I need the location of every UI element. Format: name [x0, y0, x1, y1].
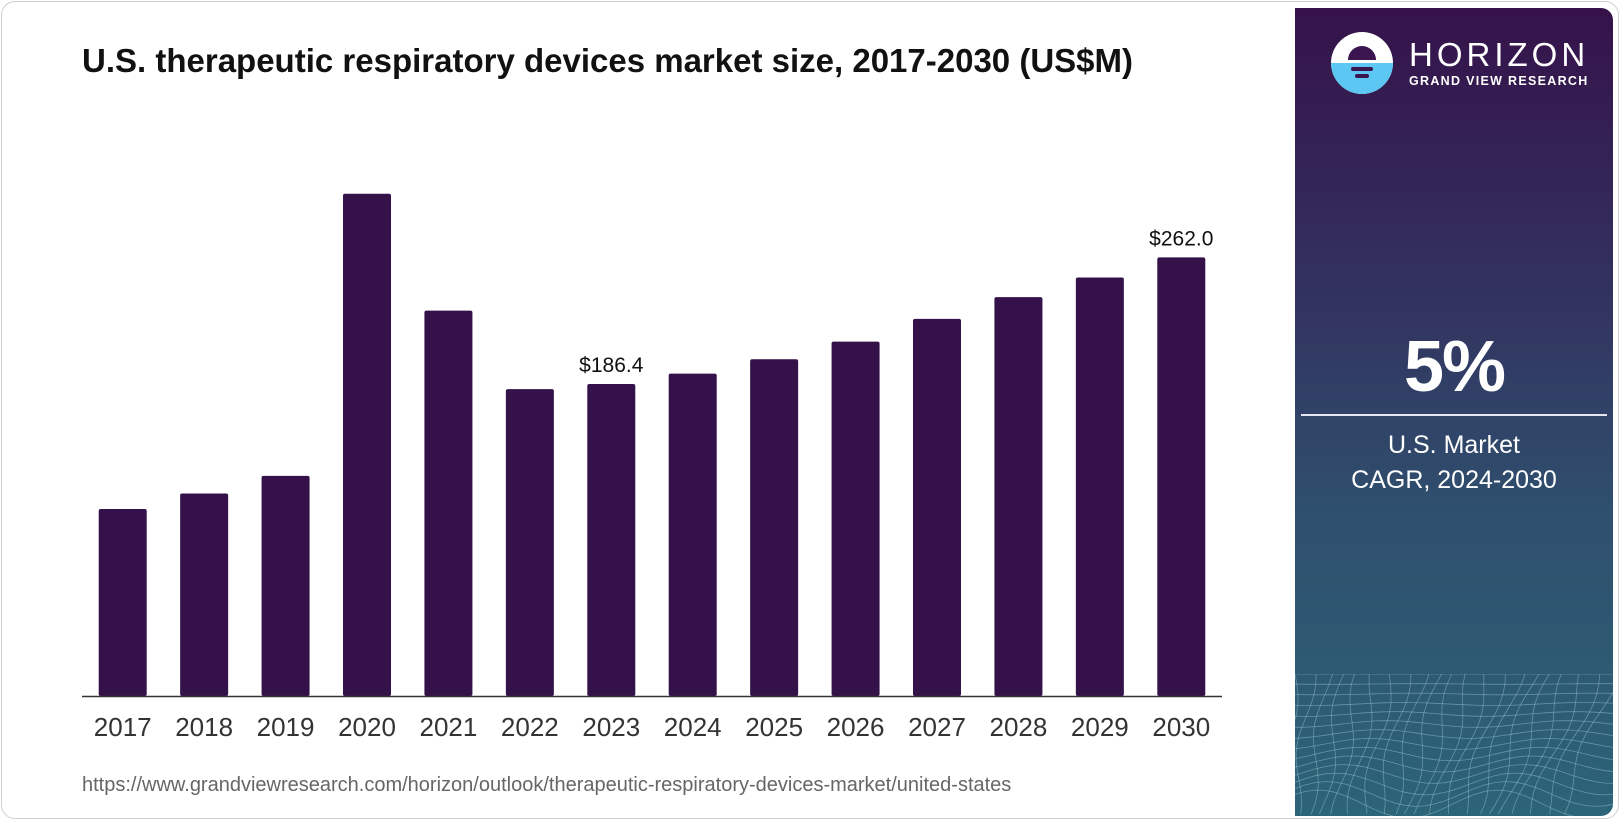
bar-2030	[1157, 257, 1206, 696]
mesh-line	[1295, 729, 1613, 739]
brand-subtitle: GRAND VIEW RESEARCH	[1409, 74, 1589, 88]
mesh-line	[1295, 755, 1613, 773]
x-tick-label: 2029	[1071, 712, 1129, 742]
mesh-line	[1564, 691, 1613, 815]
mesh-line	[1429, 674, 1466, 815]
mesh-line	[1295, 781, 1613, 807]
mesh-line	[1295, 764, 1613, 784]
bar-chart: 2017 2018 2019 2020 2021 2022 2023 $186.4 2024 20…	[82, 193, 1222, 742]
bar-2018	[180, 493, 229, 696]
bar-2023	[587, 383, 636, 696]
mesh-line	[1295, 692, 1613, 696]
cagr-value: 5%	[1403, 327, 1506, 407]
bar-2021	[424, 310, 473, 696]
bar-2024	[668, 373, 717, 696]
x-tick-label: 2023	[582, 712, 640, 742]
brand-name: HORIZON	[1409, 36, 1590, 73]
mesh-line	[1295, 720, 1613, 728]
x-tick-label: 2020	[338, 712, 396, 742]
x-tick-label: 2026	[827, 712, 885, 742]
horizon-logo-icon	[1331, 32, 1393, 94]
mesh-line	[1466, 674, 1506, 815]
divider	[1301, 414, 1607, 416]
bar-2028	[994, 297, 1043, 696]
mesh-line	[1295, 738, 1613, 750]
mesh-line	[1330, 674, 1355, 815]
x-tick-label: 2017	[94, 712, 152, 742]
bar-2019	[261, 475, 310, 696]
chart-title: U.S. therapeutic respiratory devices mar…	[82, 42, 1133, 79]
bar-2026	[831, 341, 880, 696]
bar-2017	[98, 509, 147, 696]
bar-2027	[913, 318, 961, 696]
bar-2020	[343, 193, 391, 697]
mesh-line	[1511, 674, 1562, 815]
mesh-line	[1497, 674, 1550, 815]
mesh-line	[1310, 674, 1333, 815]
data-label-2030: $262.0	[1149, 227, 1213, 250]
cagr-label: U.S. Market CAGR, 2024-2030	[1295, 428, 1613, 498]
x-tick-label: 2028	[990, 712, 1048, 742]
mesh-line	[1530, 674, 1579, 815]
x-tick-label: 2021	[420, 712, 478, 742]
cagr-label-line2: CAGR, 2024-2030	[1351, 466, 1557, 494]
sidebar-panel: HORIZON GRAND VIEW RESEARCH 5% U.S. Mark…	[1295, 8, 1613, 816]
x-tick-label: 2019	[257, 712, 315, 742]
data-label-2023: $186.4	[579, 354, 644, 377]
mesh-line	[1295, 674, 1317, 815]
mesh-line	[1295, 701, 1613, 707]
wave-mesh-graphic	[1295, 674, 1613, 816]
bar-2022	[505, 389, 554, 696]
cagr-label-line1: U.S. Market	[1388, 431, 1520, 459]
x-tick-label: 2030	[1152, 712, 1210, 742]
bar-2025	[750, 359, 799, 696]
mesh-line	[1295, 683, 1613, 685]
mesh-line	[1395, 674, 1430, 815]
mesh-line	[1295, 789, 1613, 816]
x-tick-label: 2027	[908, 712, 966, 742]
mesh-line	[1295, 746, 1613, 762]
mesh-line	[1295, 674, 1299, 721]
x-tick-label: 2018	[175, 712, 233, 742]
mesh-line	[1382, 674, 1412, 815]
horizon-logo[interactable]: HORIZON GRAND VIEW RESEARCH	[1331, 32, 1589, 94]
mesh-line	[1448, 674, 1485, 815]
x-tick-label: 2022	[501, 712, 559, 742]
x-tick-label: 2024	[664, 712, 722, 742]
source-url[interactable]: https://www.grandviewresearch.com/horizo…	[82, 774, 1012, 796]
mesh-line	[1549, 674, 1601, 815]
x-tick-label: 2025	[745, 712, 803, 742]
bar-2029	[1075, 277, 1124, 696]
mesh-line	[1480, 674, 1526, 815]
mesh-line	[1364, 674, 1392, 815]
mesh-line	[1346, 674, 1373, 815]
mesh-line	[1413, 674, 1453, 815]
mesh-line	[1319, 674, 1345, 815]
mesh-line	[1489, 674, 1540, 815]
mesh-line	[1404, 674, 1442, 815]
mesh-line	[1295, 711, 1613, 717]
mesh-line	[1295, 772, 1613, 796]
